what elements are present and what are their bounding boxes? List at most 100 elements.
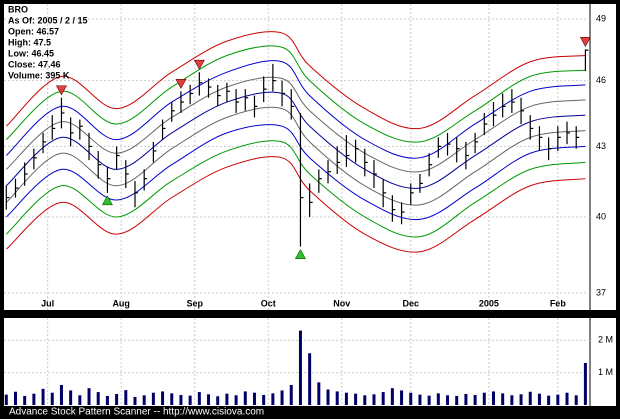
volume-bar: [583, 362, 587, 405]
volume-bar: [124, 390, 128, 405]
volume-bar: [446, 395, 450, 405]
volume-bar: [335, 391, 339, 405]
y-tick-label: 46: [596, 75, 606, 85]
volume-bar: [464, 394, 468, 405]
volume-bar: [418, 394, 422, 405]
volume-bar: [216, 396, 220, 405]
plot: 37 40 43 46 49 1 M 2 M Jul Aug Sep Oct Nov Dec 2005 Fe…: [4, 4, 613, 405]
band-line: [5, 76, 586, 173]
volume-bar: [197, 392, 201, 405]
volume-bar: [142, 395, 146, 405]
x-tick-label: Oct: [261, 298, 276, 308]
ticker: BRO: [8, 4, 28, 14]
volume-bar: [207, 394, 211, 405]
band-line: [5, 140, 586, 238]
volume-bar: [473, 394, 477, 405]
volume-bar: [298, 330, 302, 405]
info-line: High: 47.5: [8, 37, 51, 47]
volume-bar: [344, 392, 348, 405]
volume-bar: [50, 392, 54, 405]
band-line: [5, 60, 586, 159]
volume-bar: [455, 395, 459, 405]
volume-bar: [41, 388, 45, 405]
volume-bar: [151, 392, 155, 405]
volume-bar: [565, 392, 569, 405]
volume-bar: [280, 390, 284, 405]
y-tick-label: 49: [596, 13, 606, 23]
volume-bar: [234, 395, 238, 405]
buy-signal: [101, 195, 113, 206]
x-tick-label: Jul: [41, 298, 54, 308]
volume-bar: [528, 391, 532, 405]
volume-bar: [363, 395, 367, 405]
volume-bar: [326, 389, 330, 405]
volume-bar: [501, 393, 505, 405]
volume-tick-label: 2 M: [598, 335, 613, 345]
sell-signal: [193, 59, 205, 70]
info-line: Open: 46.57: [8, 26, 59, 36]
volume-bar: [69, 390, 73, 405]
volume-bar: [32, 393, 36, 405]
volume-tick-label: 1 M: [598, 367, 613, 377]
volume-bar: [179, 394, 183, 405]
volume-bar: [537, 393, 541, 405]
volume-bar: [105, 395, 109, 405]
volume-bar: [400, 390, 404, 405]
volume-bar: [381, 392, 385, 405]
volume-bar: [243, 391, 247, 405]
volume-bar: [519, 394, 523, 405]
x-tick-label: Dec: [402, 298, 419, 308]
volume-bar: [289, 384, 293, 405]
volume-bar: [4, 394, 8, 405]
volume-bar: [59, 384, 63, 405]
volume-bar: [78, 395, 82, 405]
sell-signal: [579, 37, 591, 47]
info-line: Low: 46.45: [8, 48, 54, 58]
info-line: As Of: 2005 / 2 / 15: [8, 15, 88, 25]
x-tick-label: 2005: [479, 298, 499, 308]
volume-bar: [133, 396, 137, 405]
volume-bar: [372, 394, 376, 405]
volume-bar: [308, 353, 312, 405]
volume-bar: [317, 382, 321, 405]
volume-bar: [87, 388, 91, 405]
volume-bar: [115, 394, 119, 405]
volume-bar: [23, 395, 27, 405]
volume-bar: [427, 395, 431, 405]
volume-bar: [510, 395, 514, 405]
band-line: [5, 31, 586, 130]
sell-signal: [55, 85, 67, 96]
volume-bar: [491, 391, 495, 405]
volume-bar: [13, 391, 17, 405]
y-tick-label: 37: [596, 287, 606, 297]
volume-bar: [170, 393, 174, 405]
price-panel: [4, 4, 616, 310]
sell-signal: [175, 78, 187, 89]
volume-bar: [354, 393, 358, 405]
x-tick-label: Sep: [186, 298, 203, 308]
volume-bar: [547, 395, 551, 405]
y-tick-label: 40: [596, 211, 606, 221]
volume-bar: [409, 392, 413, 405]
x-tick-label: Aug: [112, 298, 130, 308]
volume-bar: [482, 392, 486, 405]
x-tick-label: Feb: [550, 298, 567, 308]
band-line: [5, 106, 586, 206]
info-line: Close: 47.46: [8, 59, 61, 69]
volume-bar: [574, 395, 578, 405]
volume-bar: [262, 394, 266, 405]
volume-bar: [188, 395, 192, 405]
volume-bar: [390, 388, 394, 405]
buy-signal: [294, 249, 306, 259]
footer: Advance Stock Pattern Scanner -- http://…: [9, 407, 264, 418]
volume-bar: [271, 393, 275, 405]
x-tick-label: Nov: [333, 298, 350, 308]
band-line: [5, 156, 586, 253]
volume-bar: [556, 394, 560, 405]
y-tick-label: 43: [596, 141, 606, 151]
volume-bar: [225, 393, 229, 405]
volume-bar: [161, 391, 165, 405]
volume-bar: [436, 393, 440, 405]
volume-bar: [252, 392, 256, 405]
